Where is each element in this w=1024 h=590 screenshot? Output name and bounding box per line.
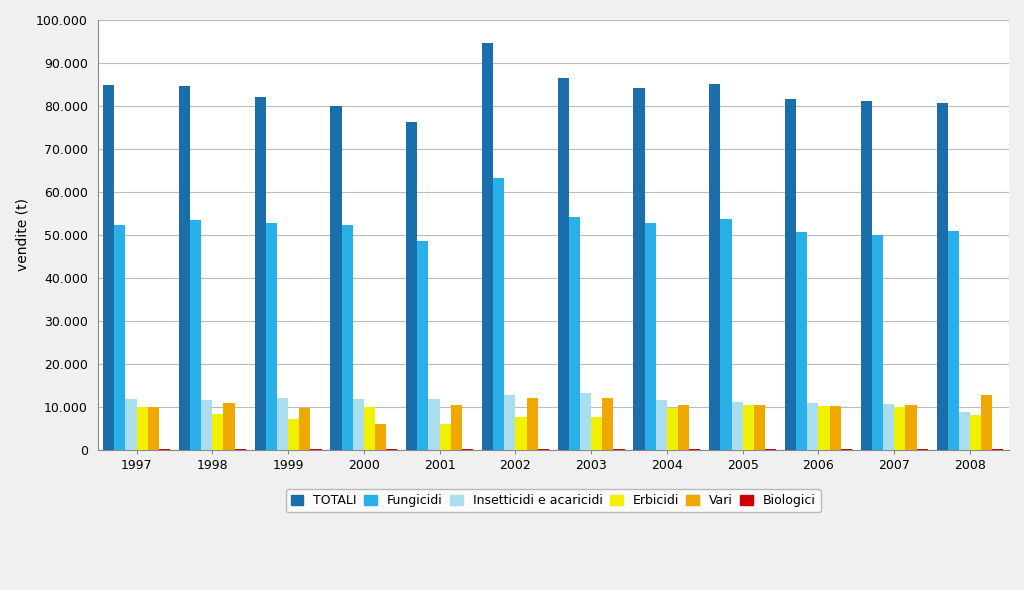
Bar bbox=[482, 42, 494, 450]
Bar bbox=[916, 449, 928, 450]
Bar bbox=[883, 404, 894, 450]
Bar bbox=[223, 403, 234, 450]
Bar bbox=[310, 449, 322, 450]
Bar bbox=[418, 241, 428, 450]
Bar bbox=[948, 231, 958, 450]
Bar bbox=[872, 235, 883, 450]
Bar bbox=[754, 405, 765, 450]
Bar bbox=[515, 417, 526, 450]
Bar bbox=[937, 103, 948, 450]
Bar bbox=[785, 99, 797, 450]
Bar bbox=[504, 395, 515, 450]
Bar bbox=[288, 419, 299, 450]
Bar bbox=[613, 449, 625, 450]
Y-axis label: vendite (t): vendite (t) bbox=[15, 198, 29, 271]
Bar bbox=[634, 88, 645, 450]
Bar bbox=[439, 424, 451, 450]
Bar bbox=[602, 398, 613, 450]
Bar bbox=[678, 405, 689, 450]
Bar bbox=[667, 408, 678, 450]
Bar bbox=[765, 449, 776, 450]
Bar bbox=[992, 449, 1004, 450]
Bar bbox=[276, 398, 288, 450]
Bar bbox=[742, 405, 754, 450]
Bar bbox=[807, 403, 818, 450]
Bar bbox=[538, 449, 549, 450]
Bar bbox=[212, 414, 223, 450]
Bar bbox=[331, 106, 342, 450]
Bar bbox=[201, 400, 212, 450]
Bar bbox=[689, 449, 700, 450]
Bar bbox=[103, 86, 115, 450]
Bar bbox=[526, 398, 538, 450]
Bar bbox=[797, 232, 807, 450]
Bar bbox=[861, 101, 872, 450]
Bar bbox=[234, 449, 246, 450]
Bar bbox=[451, 405, 462, 450]
Bar bbox=[352, 399, 364, 450]
Bar bbox=[558, 77, 569, 450]
Bar bbox=[841, 449, 852, 450]
Bar bbox=[342, 225, 352, 450]
Bar bbox=[255, 97, 266, 450]
Bar bbox=[958, 412, 970, 450]
Bar bbox=[818, 406, 829, 450]
Legend: TOTALI, Fungicidi, Insetticidi e acaricidi, Erbicidi, Vari, Biologici: TOTALI, Fungicidi, Insetticidi e acarici… bbox=[286, 489, 820, 512]
Bar bbox=[428, 399, 439, 450]
Bar bbox=[147, 407, 159, 450]
Bar bbox=[569, 217, 580, 450]
Bar bbox=[970, 415, 981, 450]
Bar bbox=[580, 394, 591, 450]
Bar bbox=[591, 417, 602, 450]
Bar bbox=[710, 84, 721, 450]
Bar bbox=[364, 408, 375, 450]
Bar bbox=[894, 408, 905, 450]
Bar bbox=[645, 223, 655, 450]
Bar bbox=[190, 219, 201, 450]
Bar bbox=[731, 402, 742, 450]
Bar bbox=[655, 400, 667, 450]
Bar bbox=[115, 225, 125, 450]
Bar bbox=[136, 407, 147, 450]
Bar bbox=[721, 219, 731, 450]
Bar bbox=[179, 86, 190, 450]
Bar bbox=[266, 223, 276, 450]
Bar bbox=[829, 406, 841, 450]
Bar bbox=[981, 395, 992, 450]
Bar bbox=[375, 424, 386, 450]
Bar bbox=[159, 449, 170, 450]
Bar bbox=[299, 408, 310, 450]
Bar bbox=[462, 449, 473, 450]
Bar bbox=[905, 405, 916, 450]
Bar bbox=[386, 449, 397, 450]
Bar bbox=[125, 399, 136, 450]
Bar bbox=[407, 122, 418, 450]
Bar bbox=[494, 178, 504, 450]
